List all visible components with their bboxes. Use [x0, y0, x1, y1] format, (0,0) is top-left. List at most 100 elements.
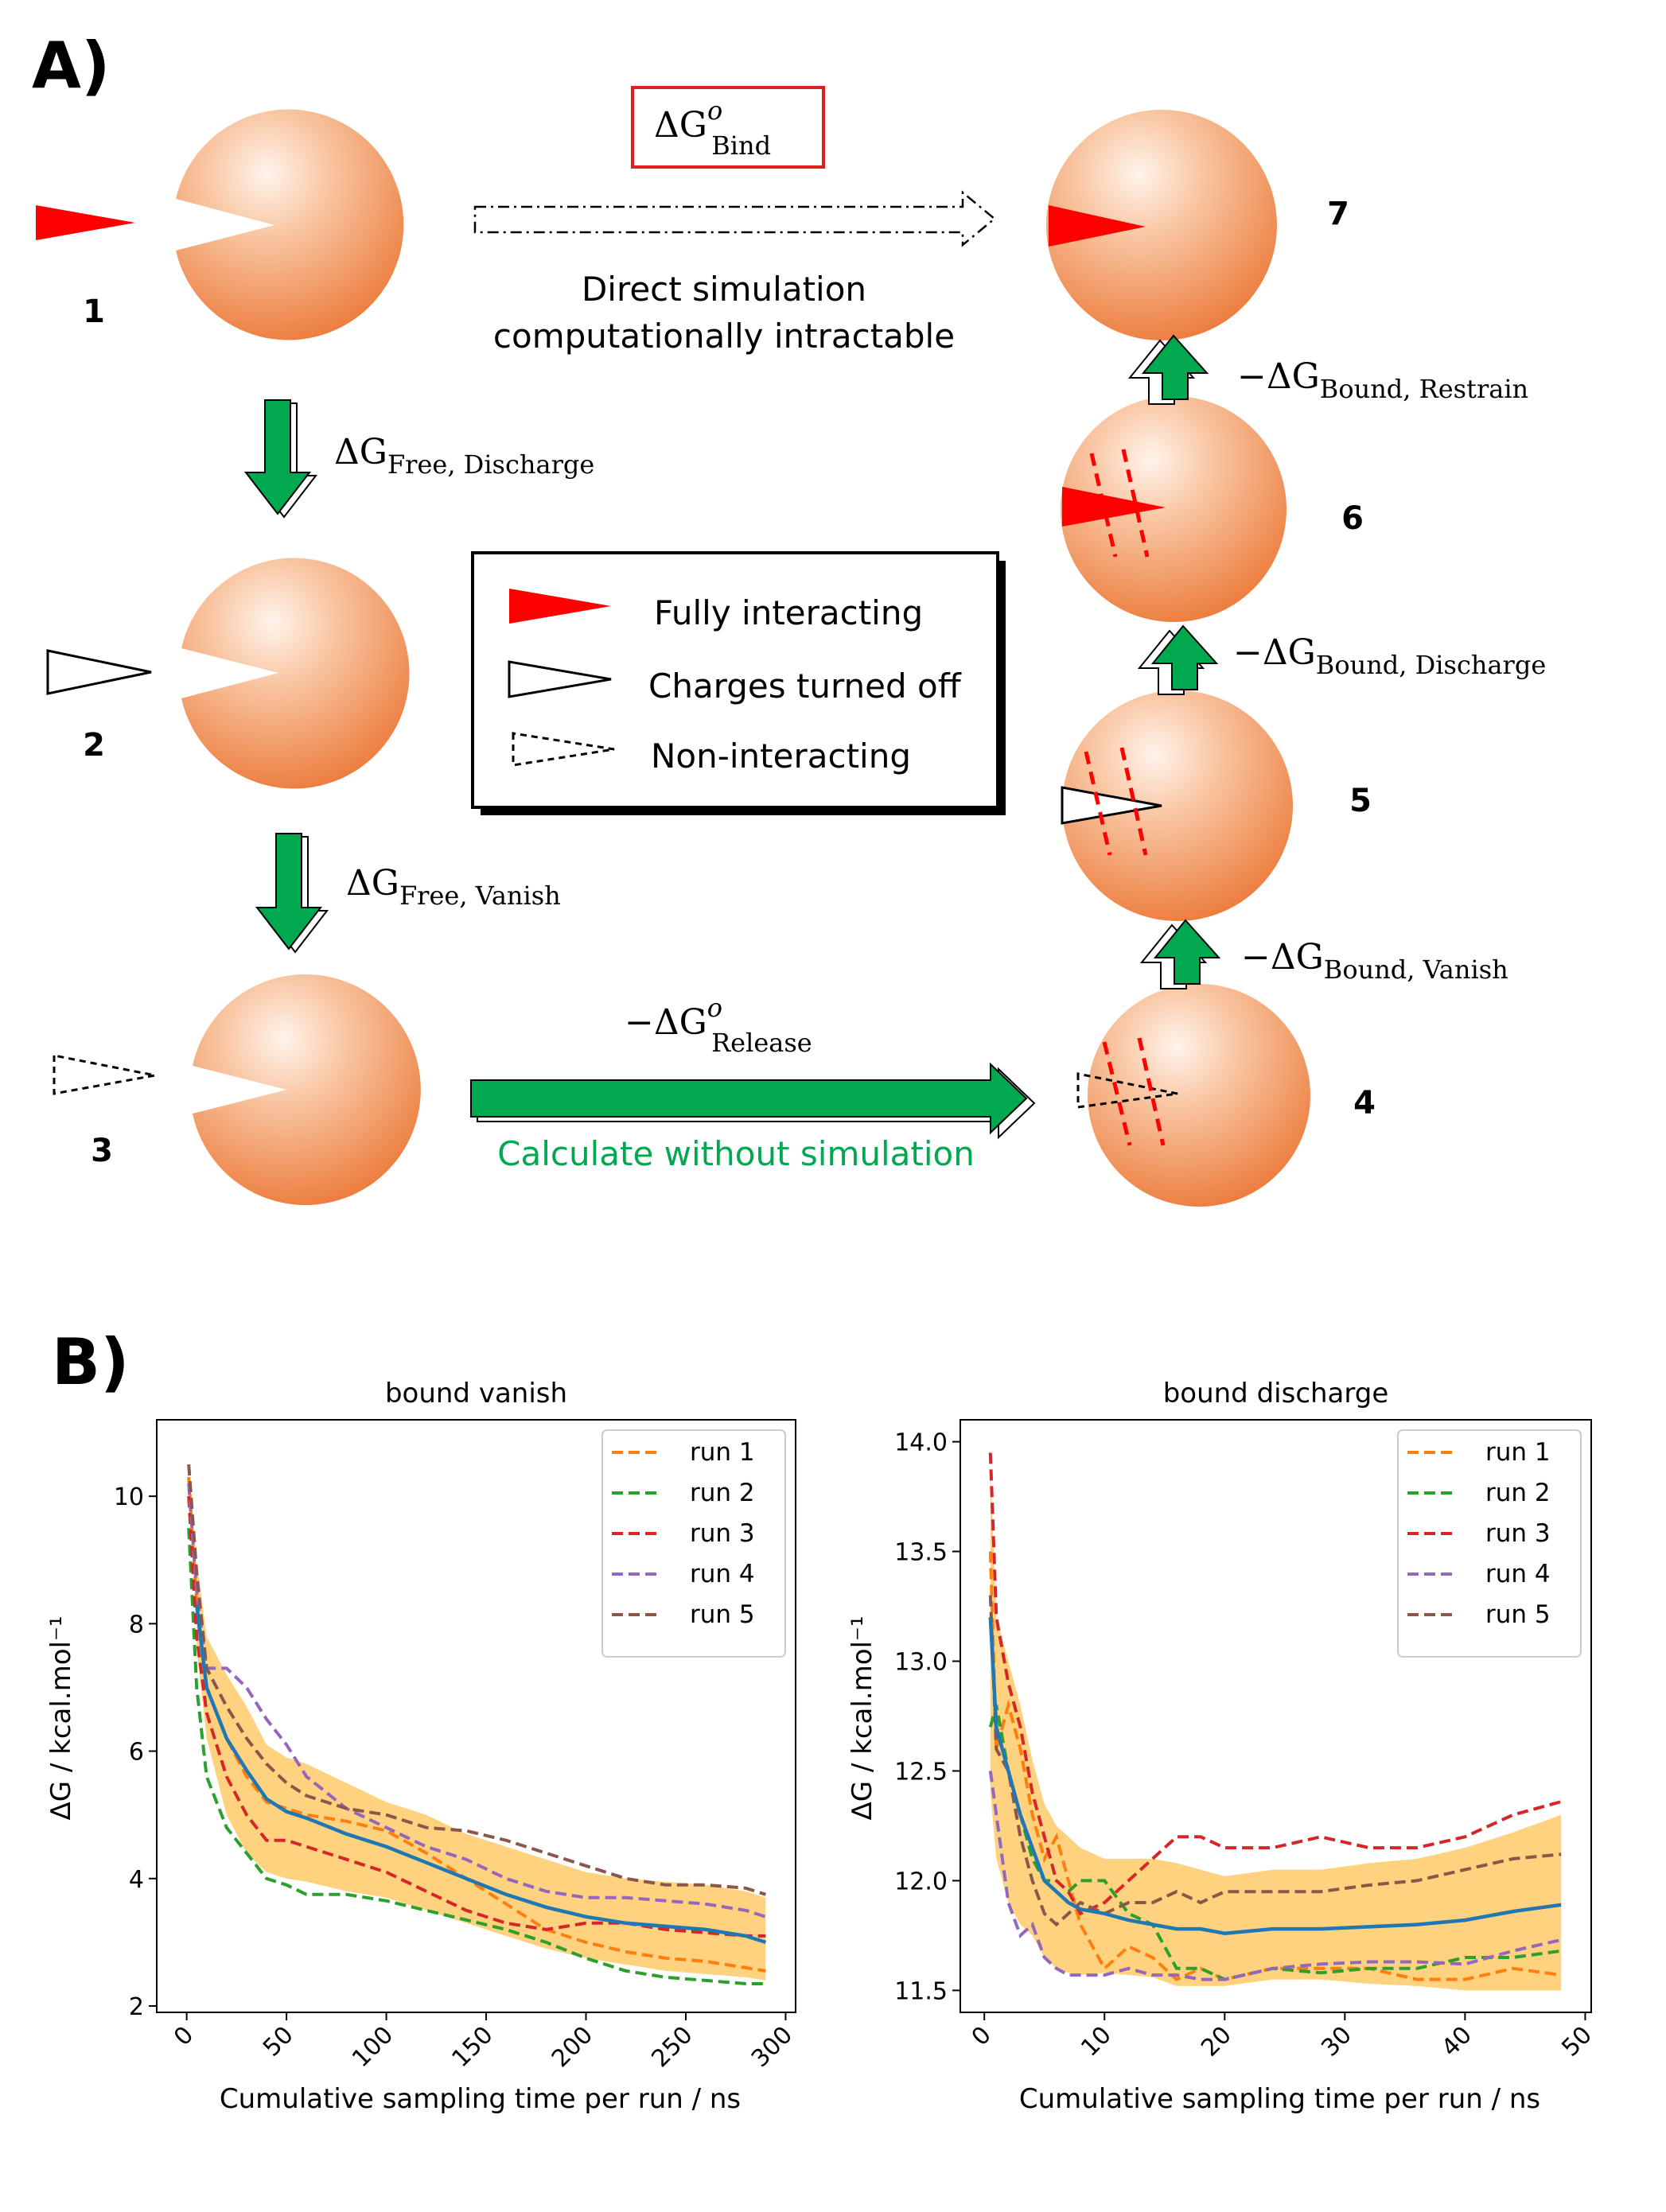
direct-text-line1: Direct simulation [582, 270, 866, 309]
series-line-run-4 [988, 1771, 1562, 1981]
state-2: 2 [46, 558, 410, 789]
delta-g: ΔG [654, 105, 707, 146]
x-tick-label: 0 [169, 2021, 199, 2051]
legend-label: run 4 [1485, 1560, 1551, 1588]
x-tick-label: 20 [1196, 2021, 1237, 2062]
legend-label: run 1 [690, 1438, 755, 1467]
chart-title: bound discharge [1163, 1378, 1389, 1409]
x-tick-label: 100 [347, 2021, 399, 2073]
series-line-run-2 [988, 1705, 1562, 1981]
arrow-bound-restrain [1127, 334, 1209, 405]
x-tick-label: 150 [446, 2021, 498, 2073]
y-tick-label: 14.0 [894, 1429, 948, 1457]
legend-label: Fully interacting [654, 593, 923, 632]
bind-sub: Bind [711, 130, 771, 161]
y-axis-label: ΔG / kcal.mol⁻¹ [847, 1615, 878, 1820]
ligand-non-interacting [1076, 1072, 1178, 1109]
y-tick-label: 8 [129, 1611, 144, 1639]
standard-sup: o [707, 993, 722, 1023]
direct-text-line2: computationally intractable [493, 317, 955, 356]
series-line-run-5 [187, 1464, 767, 1896]
restraint-line [1089, 453, 1118, 558]
protein-sphere [193, 974, 421, 1206]
y-tick-label: 6 [129, 1739, 144, 1767]
direct-arrow [473, 190, 996, 247]
bound-vanish-sub: Bound, Vanish [1324, 954, 1508, 985]
state-number: 3 [91, 1133, 113, 1169]
x-tick-label: 0 [967, 2021, 997, 2051]
bound-discharge-sub: Bound, Discharge [1316, 650, 1546, 680]
protein-sphere [176, 109, 404, 340]
restraint-line [1102, 1041, 1132, 1146]
legend-label: run 2 [690, 1479, 755, 1507]
legend-label: run 1 [1485, 1438, 1551, 1467]
x-tick-label: 10 [1076, 2021, 1117, 2062]
series-line-run-2 [187, 1528, 766, 1985]
legend-label: run 2 [1485, 1479, 1551, 1507]
protein-sphere [181, 558, 410, 789]
chart-bound-discharge: 11.5 12.0 12.5 13.0 13.5 14.0 0 10 20 30 40 50 bound… [847, 1378, 1598, 2115]
svg-text:−ΔGBound, Restrain: −ΔGBound, Restrain [1237, 356, 1528, 404]
svg-text:ΔGFree, Vanish: ΔGFree, Vanish [346, 863, 561, 911]
series-line-run-5 [988, 1595, 1562, 1927]
state-number: 2 [83, 727, 105, 764]
state-6: 6 [1061, 396, 1364, 622]
bind-box [631, 86, 825, 169]
protein-sphere [1088, 984, 1310, 1207]
release-sub: Release [711, 1028, 812, 1058]
protein-sphere [1062, 690, 1293, 921]
legend-label: run 3 [690, 1519, 755, 1548]
protein-sphere [1046, 110, 1277, 340]
arrow-bound-discharge [1137, 624, 1219, 695]
minus-delta-g: −ΔG [625, 1002, 707, 1043]
legend-swatch-fully [509, 589, 611, 624]
legend-label: Charges turned off [648, 667, 962, 706]
free-vanish-sub: Free, Vanish [399, 881, 561, 911]
y-tick-label: 12.0 [894, 1868, 948, 1895]
restraint-line [1119, 747, 1148, 856]
ligand-fully-interacting [36, 205, 135, 240]
legend-label: run 5 [1485, 1600, 1551, 1629]
series-line-run-1 [988, 1551, 1562, 1981]
panel-b-label: B) [52, 1325, 130, 1399]
series-line-run-3 [988, 1452, 1562, 1916]
ligand-fully-interacting [1062, 487, 1166, 527]
svg-text:ΔGFree, Discharge: ΔGFree, Discharge [334, 432, 594, 480]
ligand-fully-interacting [1049, 205, 1146, 247]
panel-a-label: A) [32, 29, 110, 103]
state-number: 7 [1327, 196, 1349, 232]
free-discharge-sub: Free, Discharge [387, 449, 594, 480]
legend-swatch-charges-off [508, 660, 612, 698]
ligand-legend: Fully interacting Charges turned off Non… [471, 551, 1006, 815]
confidence-band [990, 1464, 1562, 1991]
state-number: 1 [83, 294, 105, 330]
confidence-band [197, 1560, 766, 1981]
mean-line [194, 1604, 767, 1945]
x-axis-label: Cumulative sampling time per run / ns [1019, 2083, 1540, 2115]
delta-g: ΔG [334, 432, 387, 472]
state-1: 1 [36, 109, 404, 340]
panel-a: A) 1 2 3 4 [32, 29, 1546, 1207]
ligand-non-interacting [53, 1054, 156, 1095]
y-tick-label: 13.5 [894, 1539, 948, 1567]
svg-text:−ΔGBound, Vanish: −ΔGBound, Vanish [1241, 937, 1508, 985]
x-axis-label: Cumulative sampling time per run / ns [220, 2083, 741, 2115]
series-line-run-4 [187, 1483, 767, 1918]
minus-delta-g: −ΔG [1237, 356, 1320, 397]
restraint-line [1137, 1037, 1166, 1146]
chart-title: bound vanish [385, 1378, 567, 1409]
x-tick-label: 300 [746, 2021, 798, 2073]
bind-label: ΔGo Bind [631, 86, 825, 169]
y-tick-label: 4 [129, 1866, 144, 1894]
legend-box [1397, 1429, 1582, 1658]
state-number: 5 [1349, 783, 1372, 819]
legend-label: run 5 [690, 1600, 755, 1629]
plot-frame [156, 1419, 796, 2013]
calc-text: Calculate without simulation [497, 1134, 975, 1173]
state-4: 4 [1076, 984, 1376, 1207]
x-tick-label: 250 [646, 2021, 698, 2073]
arrow-free-vanish [255, 833, 329, 954]
